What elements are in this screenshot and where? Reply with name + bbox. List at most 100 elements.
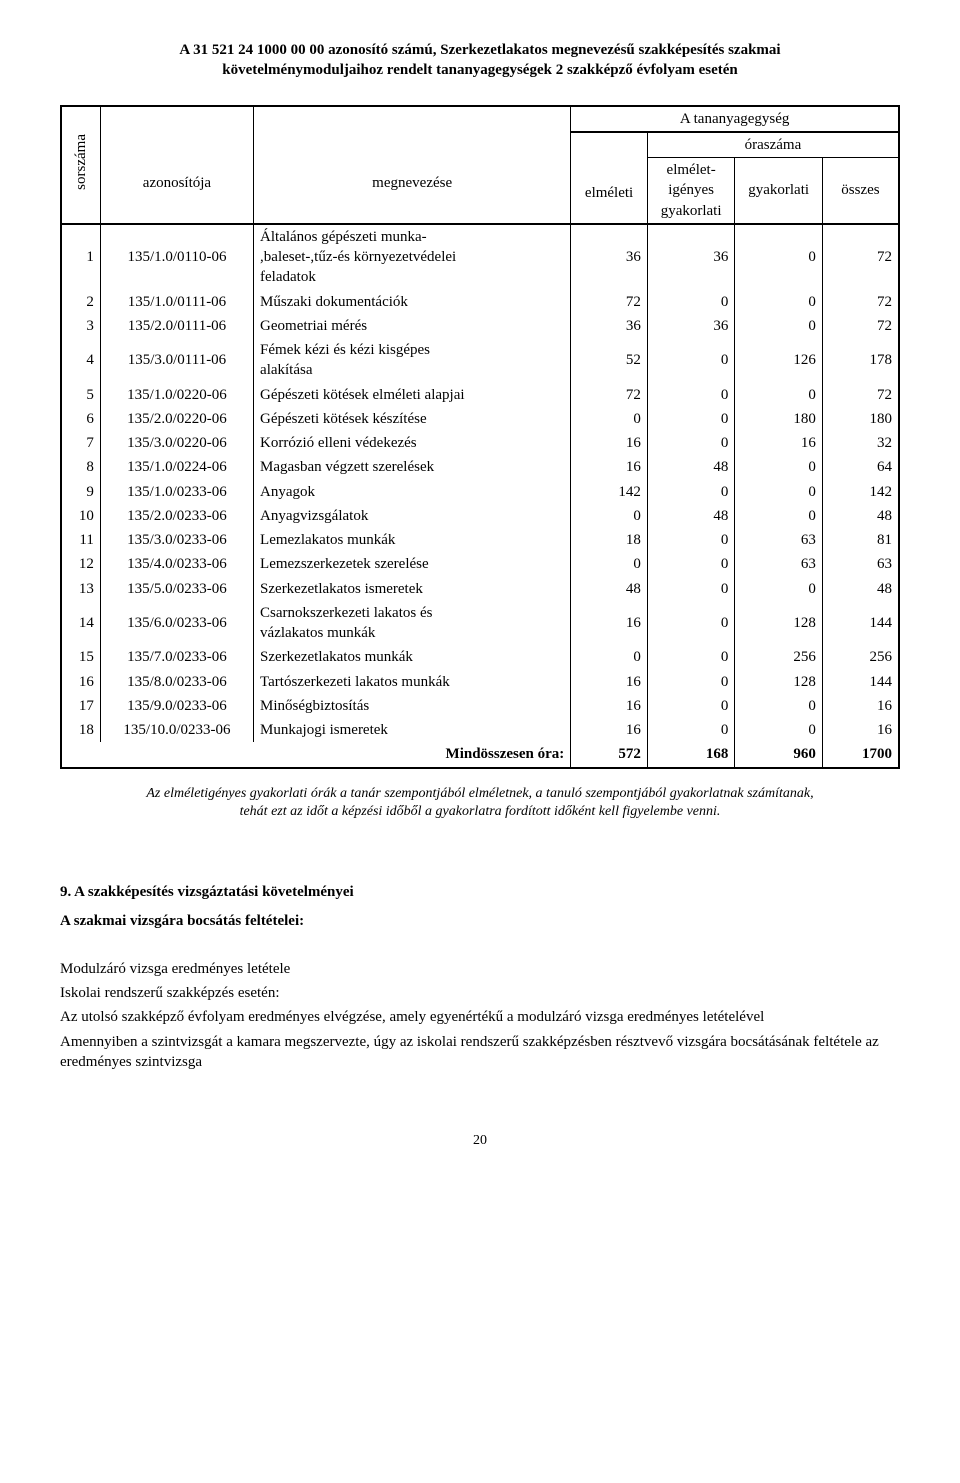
- total-ei: 168: [647, 742, 735, 767]
- cell-g: 0: [735, 314, 823, 338]
- cell-e: 48: [571, 577, 648, 601]
- cell-n: 11: [61, 528, 100, 552]
- cell-id: 135/4.0/0233-06: [100, 552, 253, 576]
- cell-name: Korrózió elleni védekezés: [254, 431, 571, 455]
- cell-o: 16: [822, 718, 899, 742]
- cell-ei: 0: [647, 407, 735, 431]
- cell-name: Gépészeti kötések készítése: [254, 407, 571, 431]
- total-o: 1700: [822, 742, 899, 767]
- cell-n: 18: [61, 718, 100, 742]
- table-row: 3135/2.0/0111-06Geometriai mérés3636072: [61, 314, 899, 338]
- cell-o: 48: [822, 504, 899, 528]
- cell-e: 0: [571, 645, 648, 669]
- col-tananyagegyseg: A tananyagegység: [571, 106, 899, 132]
- page-title: A 31 521 24 1000 00 00 azonosító számú, …: [60, 40, 900, 81]
- total-g: 960: [735, 742, 823, 767]
- cell-g: 0: [735, 224, 823, 290]
- cell-e: 16: [571, 718, 648, 742]
- cell-ei: 0: [647, 601, 735, 646]
- cell-o: 72: [822, 290, 899, 314]
- cell-g: 0: [735, 480, 823, 504]
- footnote: Az elméletigényes gyakorlati órák a taná…: [60, 785, 900, 823]
- cell-n: 5: [61, 383, 100, 407]
- cell-e: 0: [571, 552, 648, 576]
- cell-id: 135/1.0/0233-06: [100, 480, 253, 504]
- table-row: 13135/5.0/0233-06Szerkezetlakatos ismere…: [61, 577, 899, 601]
- cell-id: 135/1.0/0111-06: [100, 290, 253, 314]
- cell-n: 9: [61, 480, 100, 504]
- cell-e: 16: [571, 601, 648, 646]
- cell-n: 8: [61, 455, 100, 479]
- page-number: 20: [60, 1132, 900, 1151]
- cell-g: 63: [735, 528, 823, 552]
- cell-o: 48: [822, 577, 899, 601]
- cell-ei: 0: [647, 338, 735, 383]
- cell-id: 135/5.0/0233-06: [100, 577, 253, 601]
- cell-o: 72: [822, 383, 899, 407]
- cell-e: 16: [571, 670, 648, 694]
- cell-g: 0: [735, 694, 823, 718]
- col-sorszama: sorszáma: [61, 106, 100, 224]
- cell-id: 135/2.0/0220-06: [100, 407, 253, 431]
- col-megnevezese: megnevezése: [254, 106, 571, 224]
- cell-id: 135/1.0/0224-06: [100, 455, 253, 479]
- section-9-subheading: A szakmai vizsgára bocsátás feltételei:: [60, 911, 900, 931]
- cell-g: 0: [735, 455, 823, 479]
- cell-id: 135/9.0/0233-06: [100, 694, 253, 718]
- cell-o: 32: [822, 431, 899, 455]
- cell-n: 2: [61, 290, 100, 314]
- cell-name: Munkajogi ismeretek: [254, 718, 571, 742]
- section-paragraph: Iskolai rendszerű szakképzés esetén:: [60, 983, 900, 1003]
- cell-o: 64: [822, 455, 899, 479]
- cell-ei: 0: [647, 552, 735, 576]
- cell-ei: 0: [647, 694, 735, 718]
- table-row: 8135/1.0/0224-06 Magasban végzett szerel…: [61, 455, 899, 479]
- title-line: A 31 521 24 1000 00 00 azonosító számú, …: [60, 40, 900, 60]
- col-azonositoja: azonosítója: [100, 106, 253, 224]
- cell-g: 0: [735, 383, 823, 407]
- cell-name: Anyagok: [254, 480, 571, 504]
- cell-name: Lemezszerkezetek szerelése: [254, 552, 571, 576]
- cell-e: 16: [571, 431, 648, 455]
- cell-n: 10: [61, 504, 100, 528]
- cell-id: 135/1.0/0220-06: [100, 383, 253, 407]
- cell-n: 6: [61, 407, 100, 431]
- cell-o: 144: [822, 670, 899, 694]
- cell-e: 16: [571, 455, 648, 479]
- cell-n: 15: [61, 645, 100, 669]
- cell-name: Magasban végzett szerelések: [254, 455, 571, 479]
- cell-e: 16: [571, 694, 648, 718]
- table-row: 9135/1.0/0233-06Anyagok14200142: [61, 480, 899, 504]
- cell-g: 256: [735, 645, 823, 669]
- total-e: 572: [571, 742, 648, 767]
- cell-name: Műszaki dokumentációk: [254, 290, 571, 314]
- col-osszes: összes: [822, 158, 899, 224]
- cell-ei: 0: [647, 480, 735, 504]
- col-gyakorlati: gyakorlati: [735, 158, 823, 224]
- table-row: 6135/2.0/0220-06Gépészeti kötések készít…: [61, 407, 899, 431]
- cell-o: 178: [822, 338, 899, 383]
- cell-e: 52: [571, 338, 648, 383]
- cell-id: 135/10.0/0233-06: [100, 718, 253, 742]
- cell-o: 180: [822, 407, 899, 431]
- table-row: 12135/4.0/0233-06Lemezszerkezetek szerel…: [61, 552, 899, 576]
- cell-id: 135/2.0/0233-06: [100, 504, 253, 528]
- cell-name: Gépészeti kötések elméleti alapjai: [254, 383, 571, 407]
- cell-ei: 0: [647, 718, 735, 742]
- cell-o: 142: [822, 480, 899, 504]
- cell-id: 135/3.0/0111-06: [100, 338, 253, 383]
- curriculum-table: sorszáma azonosítója megnevezése A tanan…: [60, 105, 900, 769]
- cell-g: 128: [735, 601, 823, 646]
- cell-e: 0: [571, 407, 648, 431]
- cell-e: 18: [571, 528, 648, 552]
- cell-name: Általános gépészeti munka-,baleset-,tűz-…: [254, 224, 571, 290]
- cell-e: 0: [571, 504, 648, 528]
- cell-name: Fémek kézi és kézi kisgépesalakítása: [254, 338, 571, 383]
- cell-name: Geometriai mérés: [254, 314, 571, 338]
- cell-ei: 0: [647, 577, 735, 601]
- section-paragraph: Az utolsó szakképző évfolyam eredményes …: [60, 1007, 900, 1027]
- cell-g: 126: [735, 338, 823, 383]
- cell-g: 180: [735, 407, 823, 431]
- section-paragraph: Amennyiben a szintvizsgát a kamara megsz…: [60, 1032, 900, 1073]
- total-label: Mindösszesen óra:: [61, 742, 571, 767]
